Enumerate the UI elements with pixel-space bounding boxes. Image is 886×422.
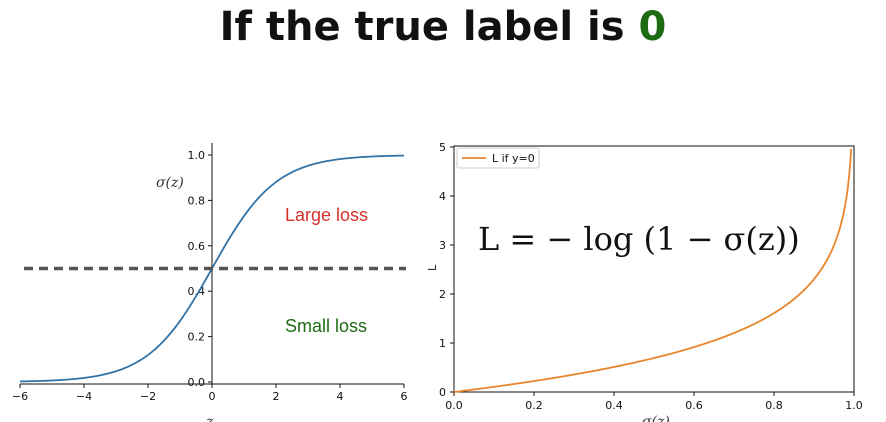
sigmoid-y-tick-label: 1.0 <box>188 149 206 162</box>
loss-formula: L = − log (1 − σ(z)) <box>478 220 800 258</box>
sigmoid-x-ticks: −6 −4 −2 0 2 4 6 <box>12 384 408 403</box>
loss-curve <box>453 148 853 393</box>
sigmoid-x-tick-label: 6 <box>401 390 408 403</box>
sigmoid-x-tick-label: 2 <box>273 390 280 403</box>
sigmoid-y-label: σ(z) <box>156 175 184 191</box>
loss-x-tick-label: 0.6 <box>685 399 703 412</box>
large-loss-label: Large loss <box>285 205 368 225</box>
loss-chart: 0.0 0.2 0.4 0.6 0.8 1.0 0 1 2 3 4 5 L if y=0 L = −… <box>426 141 863 422</box>
sigmoid-y-tick-label: 0.2 <box>188 331 206 344</box>
sigmoid-x-tick-label: −4 <box>76 390 92 403</box>
loss-x-label: σ(z) <box>642 414 670 422</box>
sigmoid-x-label: z <box>205 414 214 422</box>
loss-legend: L if y=0 <box>456 147 540 169</box>
loss-y-tick-label: 3 <box>439 239 446 252</box>
loss-x-ticks: 0.0 0.2 0.4 0.6 0.8 1.0 <box>445 392 863 412</box>
small-loss-label: Small loss <box>285 316 367 336</box>
loss-y-tick-label: 1 <box>439 337 446 350</box>
loss-x-tick-label: 1.0 <box>845 399 863 412</box>
loss-x-tick-label: 0.2 <box>525 399 543 412</box>
legend-label: L if y=0 <box>492 152 535 165</box>
sigmoid-chart: −6 −4 −2 0 2 4 6 0.00.20.40.60.81.0 σ(z) z Lar… <box>12 143 408 422</box>
loss-x-tick-label: 0.8 <box>765 399 783 412</box>
sigmoid-y-tick-label: 0.6 <box>188 240 206 253</box>
loss-x-tick-label: 0.4 <box>605 399 623 412</box>
sigmoid-y-tick-label: 0.8 <box>188 194 206 207</box>
loss-y-label: L <box>426 264 439 271</box>
sigmoid-x-tick-label: 4 <box>337 390 344 403</box>
sigmoid-y-ticks: 0.00.20.40.60.81.0 <box>188 149 212 389</box>
loss-y-tick-label: 0 <box>439 386 446 399</box>
sigmoid-y-tick-label: 0.0 <box>188 376 206 389</box>
page-title: If the true label is 0 <box>0 4 886 50</box>
loss-y-tick-label: 2 <box>439 288 446 301</box>
sigmoid-x-tick-label: −6 <box>12 390 28 403</box>
title-prefix: If the true label is <box>219 4 639 50</box>
legend-box <box>456 147 540 169</box>
sigmoid-x-tick-label: −2 <box>140 390 156 403</box>
loss-plot-frame <box>453 145 855 393</box>
true-label-value: 0 <box>638 4 667 50</box>
loss-x-tick-label: 0.0 <box>445 399 463 412</box>
loss-y-ticks: 0 1 2 3 4 5 <box>439 141 454 399</box>
sigmoid-x-tick-label: 0 <box>209 390 216 403</box>
loss-y-tick-label: 4 <box>439 190 446 203</box>
loss-y-tick-label: 5 <box>439 141 446 154</box>
